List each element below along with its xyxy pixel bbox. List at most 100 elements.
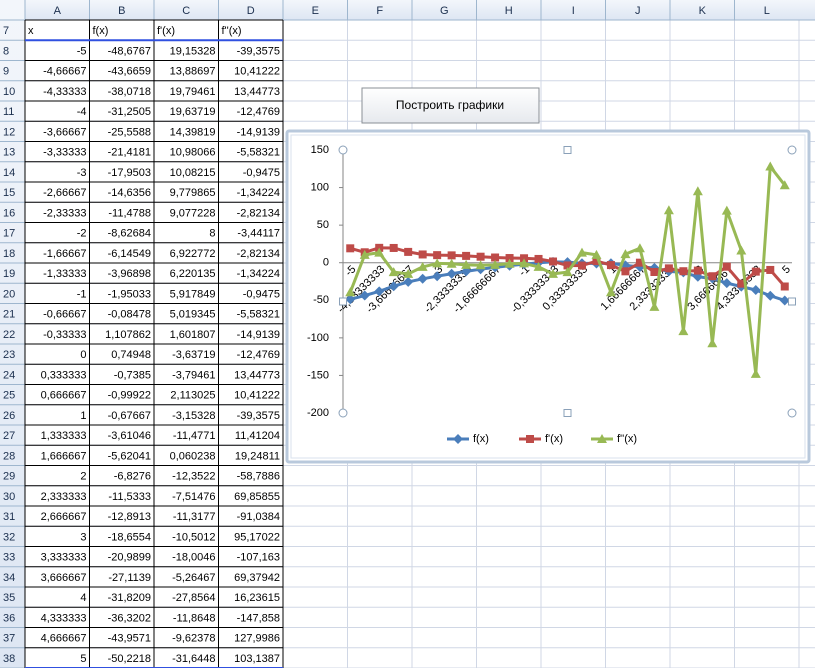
marker [780,282,789,291]
selection-handle [563,146,572,154]
cell: -0,9475 [243,288,280,300]
cell: -1,34224 [237,268,280,280]
marker [765,161,776,171]
cell: 69,37942 [234,572,280,584]
cell: -91,0384 [237,511,280,523]
button-label[interactable]: Построить графики [396,98,504,112]
marker [591,249,602,259]
cell: -3,15328 [172,410,215,422]
marker [446,258,457,268]
cell: -3,61046 [108,430,151,442]
cell: 16,23615 [234,592,280,604]
marker [461,259,472,269]
header-cell: f''(x) [222,25,242,37]
cell: -38,0718 [108,86,151,98]
marker [432,258,443,268]
cell: -25,5588 [108,126,151,138]
legend-label: f(x) [473,433,489,445]
cell: 19,15328 [170,45,216,57]
row-number: 23 [3,349,15,361]
cell: -31,8209 [108,592,151,604]
cell: 2,113025 [170,390,215,402]
cell: -0,7385 [114,369,151,381]
chart[interactable]: -200-150-100-50050100150-5-4,33333333-3,… [285,129,811,464]
row-number: 19 [3,268,15,280]
cell: -1,95033 [108,288,151,300]
cell: -12,4769 [237,349,280,361]
cell: -3,44117 [237,228,280,240]
cell: 127,9986 [234,633,280,645]
marker [388,267,399,277]
marker [491,253,500,262]
selection-handle [338,145,348,155]
row-number: 26 [3,410,15,422]
cell: 19,63719 [170,106,216,118]
column-header-bar [0,0,815,20]
cell: 3,666667 [41,572,87,584]
cell: 13,88697 [170,66,216,78]
cell: 69,85855 [234,491,280,503]
column-header: H [505,5,513,17]
cell: -5,58321 [237,147,280,159]
cell: -3,66667 [43,126,86,138]
cell: 1,601807 [170,329,216,341]
legend-marker [453,434,463,444]
cell: -3,33333 [43,147,86,159]
cell: -2,82134 [237,248,280,260]
row-number: 30 [3,491,15,503]
cell: -147,858 [237,612,280,624]
cell: 5,917849 [170,288,216,300]
cell: 10,08215 [170,167,216,179]
header-cell: x [28,25,34,37]
marker [418,250,427,259]
button-face[interactable] [361,87,540,124]
marker [534,254,543,263]
macro-button[interactable]: Построить графики [361,87,540,124]
cell: -50,2218 [108,653,151,665]
cell: -2,66667 [43,187,86,199]
row-number: 11 [3,106,14,118]
cell: -0,9475 [243,167,280,179]
cell: -11,4771 [173,430,216,442]
cell: -10,5012 [172,531,215,543]
selection-handle [788,297,796,306]
cell: 0,666667 [41,390,87,402]
selection-handle [787,408,797,418]
cell: -20,9899 [108,552,151,564]
cell: -2,82134 [237,207,280,219]
cell: -58,7886 [237,471,280,483]
marker [403,276,414,287]
cell: 6,220135 [170,268,216,280]
marker [403,268,414,278]
legend-label: f''(x) [617,433,637,445]
marker [490,259,501,269]
row-number: 21 [3,309,15,321]
cell: -27,1139 [108,572,151,584]
cell: -14,9139 [237,126,280,138]
y-tick-label: -100 [307,332,329,344]
marker [577,261,586,270]
cell: -11,5333 [108,491,151,503]
marker [446,268,457,279]
marker [779,180,790,190]
marker [692,186,703,196]
header-cell: f(x) [93,25,109,37]
marker [721,278,732,289]
row-number: 27 [3,430,15,442]
cell: -11,4788 [108,207,151,219]
marker [664,264,673,273]
cell: 6,922772 [170,248,216,260]
cell: 9,077228 [170,207,216,219]
y-tick-label: 0 [323,257,329,269]
cell: -8,62684 [108,228,151,240]
cell: 10,98066 [170,147,216,159]
cell: -5,26467 [172,572,215,584]
legend-marker [526,435,534,443]
row-number: 33 [3,552,15,564]
cell: -43,9571 [108,633,151,645]
marker [476,252,485,261]
cell: 5,019345 [170,309,216,321]
y-tick-label: 150 [311,144,329,156]
cell: -3,63719 [172,349,215,361]
